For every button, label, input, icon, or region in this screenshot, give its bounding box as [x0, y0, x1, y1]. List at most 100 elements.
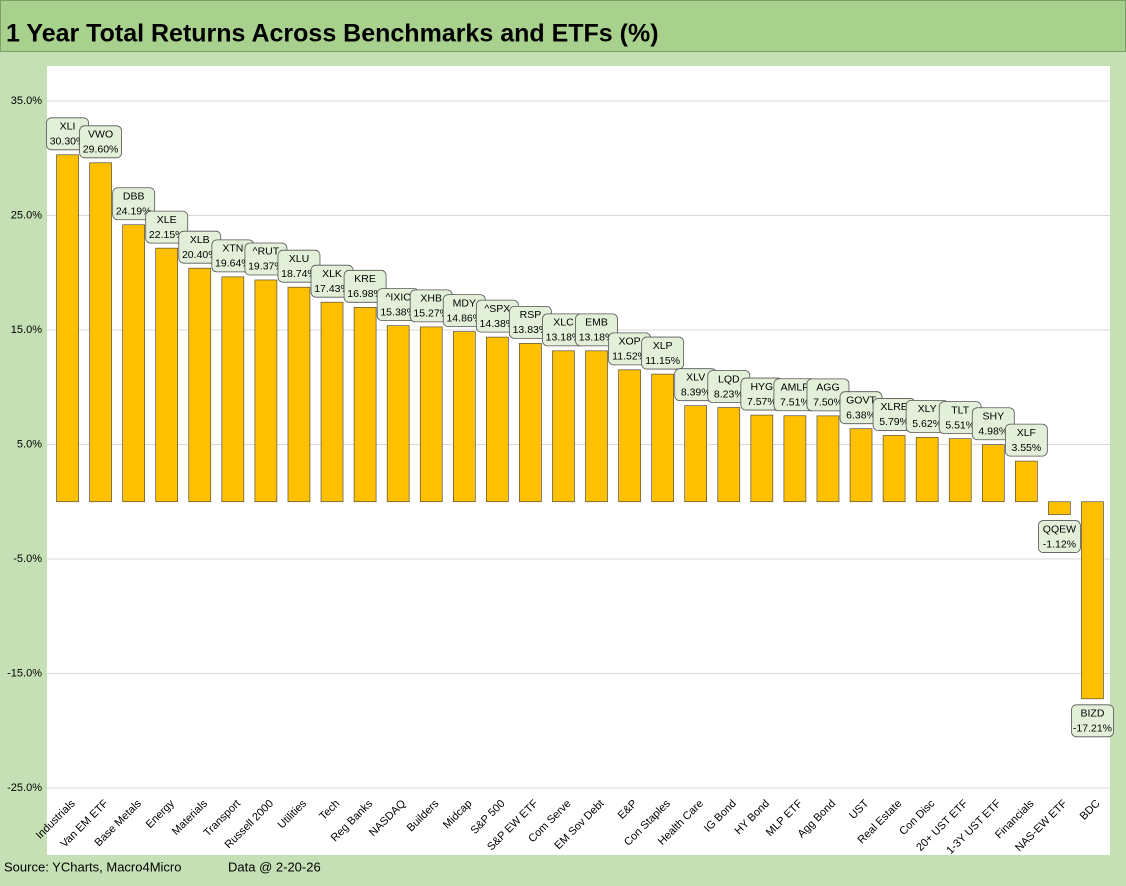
data-label-box: [575, 313, 618, 347]
data-label: 19.64%: [215, 258, 251, 270]
bar: [56, 154, 79, 503]
data-label-box: [1038, 520, 1081, 553]
bar: [684, 405, 708, 503]
data-label: 30.30%: [50, 136, 86, 148]
bar: [254, 279, 278, 503]
data-label: 13.83%: [513, 324, 549, 336]
data-label: 5.51%: [945, 419, 975, 431]
data-label-ticker: KRE: [354, 273, 376, 285]
chart-title: 1 Year Total Returns Across Benchmarks a…: [6, 20, 659, 48]
title-bar: [0, 0, 1126, 52]
data-label-ticker: EMB: [585, 317, 608, 329]
bar: [419, 326, 443, 503]
data-label: 5.62%: [912, 418, 942, 430]
data-label-ticker: XLE: [157, 214, 177, 226]
data-label: 15.27%: [413, 308, 449, 320]
data-label: 24.19%: [116, 206, 152, 218]
data-label: 15.38%: [380, 306, 416, 318]
data-label: 16.98%: [347, 288, 383, 300]
bar: [320, 301, 344, 503]
bar: [915, 437, 939, 503]
bar: [89, 162, 112, 503]
data-label-ticker: XLB: [190, 234, 210, 246]
data-label: 11.52%: [612, 351, 647, 363]
y-tick-label: -25.0%: [7, 782, 42, 794]
data-label: 22.15%: [149, 229, 185, 241]
data-label-box: [112, 187, 156, 221]
data-label-box: [343, 269, 387, 303]
bar: [287, 286, 311, 503]
bar: [816, 415, 840, 503]
data-label: 20.40%: [182, 249, 218, 261]
bar: [618, 369, 641, 503]
data-label-ticker: ^IXIC: [385, 291, 411, 303]
data-label-ticker: XLP: [653, 340, 673, 352]
data-label: 8.39%: [681, 386, 711, 398]
data-label-ticker: XLU: [289, 253, 309, 265]
data-label: 8.23%: [714, 388, 744, 400]
data-label: 13.18%: [579, 332, 615, 344]
data-label-ticker: GOVT: [846, 394, 876, 406]
data-label-box: [79, 125, 122, 159]
data-label: 18.74%: [281, 268, 317, 280]
data-label-box: [1071, 704, 1114, 738]
y-tick-label: 15.0%: [11, 324, 42, 336]
data-label-ticker: TLT: [951, 404, 969, 416]
data-label: 29.60%: [83, 144, 119, 156]
data-label: 11.15%: [645, 355, 680, 367]
bar: [1048, 501, 1071, 515]
data-label-ticker: ^SPX: [484, 303, 510, 315]
source: Source: YCharts, Macro4Micro: [4, 859, 182, 874]
data-label-ticker: DBB: [123, 191, 145, 203]
y-tick-label: 25.0%: [11, 209, 42, 221]
data-label-ticker: BIZD: [1081, 708, 1105, 720]
data-label-ticker: XLF: [1017, 427, 1036, 439]
bar: [221, 276, 245, 503]
bar: [783, 415, 807, 503]
data-label-ticker: AMLP: [781, 382, 810, 394]
data-label: 6.38%: [846, 409, 876, 421]
bar: [386, 325, 410, 503]
data-label-ticker: HYG: [750, 381, 773, 393]
data-label: 7.57%: [747, 396, 777, 408]
bar: [1081, 501, 1104, 700]
y-tick-label: 35.0%: [11, 95, 42, 107]
data-label-ticker: XLI: [60, 121, 76, 133]
bar: [188, 267, 212, 503]
data-label: -1.12%: [1043, 538, 1076, 550]
y-tick-label: -5.0%: [13, 553, 42, 565]
bar: [552, 350, 575, 503]
data-label-ticker: RSP: [520, 309, 542, 321]
data-label-ticker: LQD: [718, 373, 740, 385]
data-label-ticker: XLC: [553, 317, 574, 329]
bar: [882, 435, 906, 503]
data-label: 13.18%: [546, 332, 582, 344]
data-label-ticker: XLK: [322, 268, 342, 280]
y-tick-label: -15.0%: [7, 667, 42, 679]
bar: [981, 444, 1005, 503]
data-label-ticker: XTN: [222, 243, 243, 255]
data-label-box: [641, 336, 685, 370]
data-label-ticker: QQEW: [1043, 523, 1076, 535]
bar: [849, 428, 873, 503]
data-label-box: [145, 210, 189, 244]
data-label-ticker: XLV: [686, 371, 705, 383]
data-label: -17.21%: [1073, 723, 1112, 735]
data-label-ticker: MDY: [453, 297, 476, 309]
bar: [717, 407, 741, 503]
data-label-ticker: VWO: [88, 129, 113, 141]
data-label: 14.38%: [480, 318, 516, 330]
note: Data @ 2-20-26: [228, 859, 321, 874]
data-label-box: [1004, 423, 1048, 457]
data-label: 7.51%: [780, 397, 810, 409]
data-label-ticker: XHB: [420, 293, 442, 305]
bar: [452, 331, 476, 503]
data-label: 17.43%: [314, 283, 350, 295]
data-label: 3.55%: [1011, 442, 1041, 454]
data-label: 4.98%: [978, 426, 1008, 438]
bar: [585, 350, 608, 503]
bar: [519, 343, 542, 503]
data-label-ticker: XOP: [619, 336, 641, 348]
bar: [1015, 460, 1038, 503]
